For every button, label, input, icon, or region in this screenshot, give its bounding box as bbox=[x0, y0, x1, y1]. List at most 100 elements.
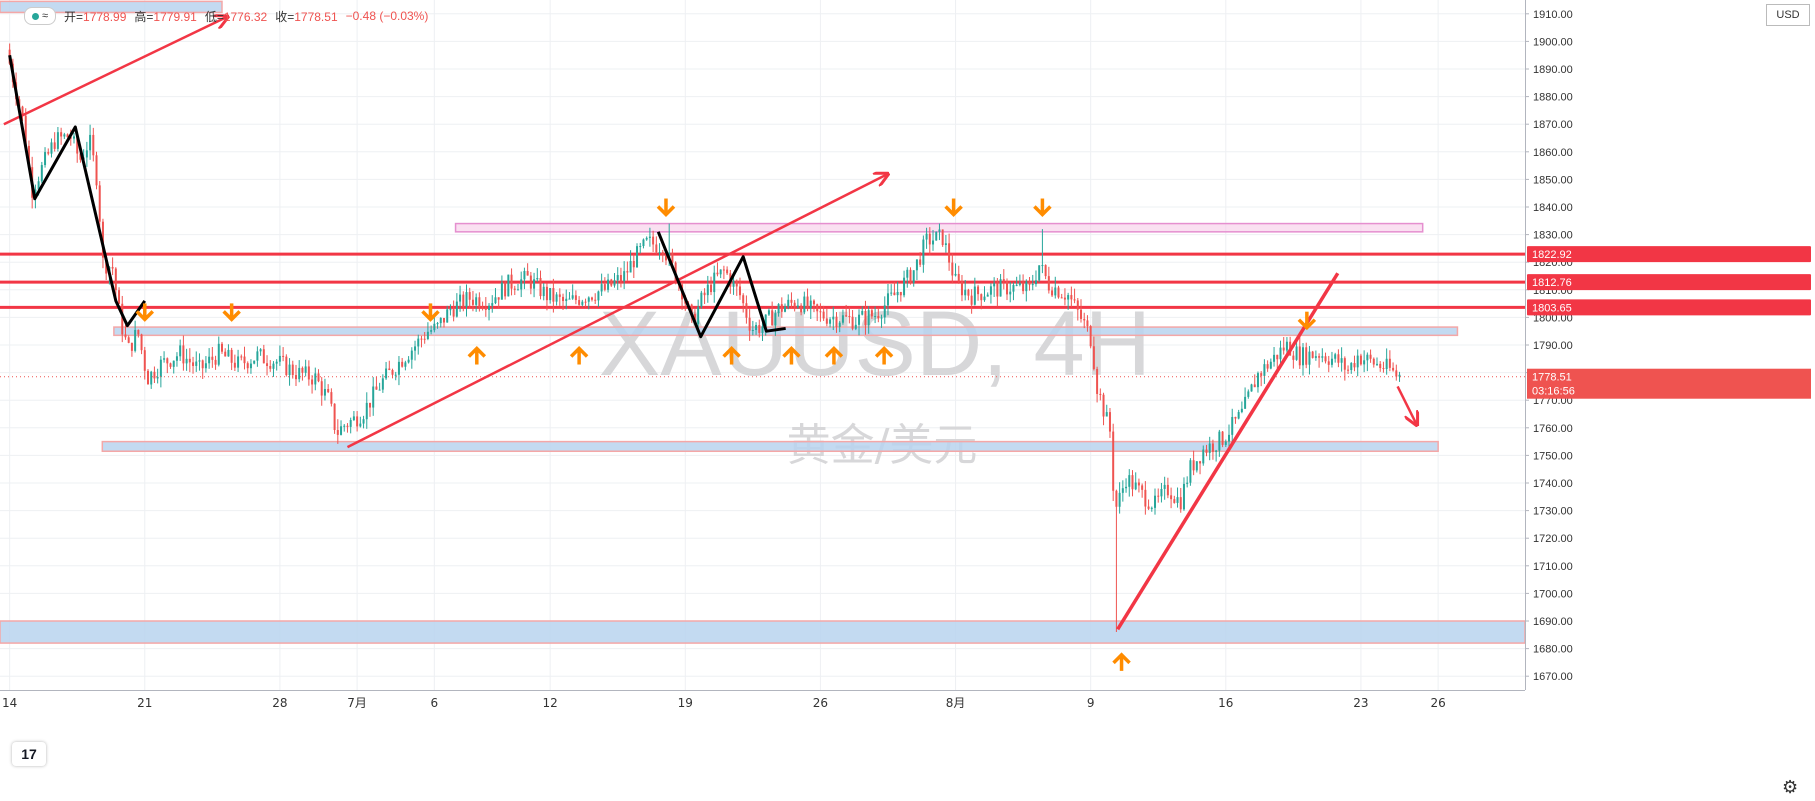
candle-body bbox=[558, 294, 561, 297]
line-price-tag-bg bbox=[1527, 274, 1811, 291]
y-tick-label: 1900.00 bbox=[1533, 36, 1573, 48]
down-arrow-marker bbox=[1033, 205, 1052, 217]
candle-body bbox=[944, 243, 947, 246]
candle-body bbox=[1256, 373, 1259, 388]
support-zone bbox=[0, 0, 223, 14]
candle-body bbox=[574, 295, 577, 301]
candle-body bbox=[716, 272, 719, 275]
candle-body bbox=[1015, 284, 1018, 286]
candle-body bbox=[1250, 384, 1253, 392]
horizontal-price-lines[interactable] bbox=[0, 252, 1525, 309]
candle-body bbox=[838, 322, 841, 327]
candle-body bbox=[410, 350, 413, 360]
candle-body bbox=[1099, 393, 1102, 395]
candle-body bbox=[275, 361, 278, 364]
tradingview-logo[interactable]: 17 bbox=[12, 742, 46, 766]
price-axis[interactable]: 1670.00 1680.00 1690.00 1700.00 1710.00 1720.… bbox=[1525, 0, 1815, 801]
candle-body bbox=[912, 270, 915, 283]
candle-body bbox=[304, 366, 307, 373]
candle-body bbox=[446, 309, 449, 323]
candle-body bbox=[1160, 488, 1163, 497]
candle-body bbox=[201, 360, 204, 369]
candle-body bbox=[195, 361, 198, 366]
candle-body bbox=[533, 279, 536, 289]
line-price-tag-bg bbox=[1527, 299, 1811, 316]
candle-body bbox=[610, 279, 613, 286]
candle-body bbox=[340, 426, 343, 435]
y-tick-label: 1720.00 bbox=[1533, 533, 1573, 545]
candle-body bbox=[1154, 495, 1157, 508]
candle-body bbox=[841, 315, 844, 323]
candle-body bbox=[909, 269, 912, 283]
candle-body bbox=[172, 360, 175, 367]
y-tick-label: 1670.00 bbox=[1533, 671, 1573, 683]
candle-body bbox=[542, 286, 545, 297]
candle-body bbox=[307, 366, 310, 380]
candle-body bbox=[1137, 482, 1140, 486]
settings-gear-icon[interactable]: ⚙ bbox=[1782, 777, 1799, 797]
candle-body bbox=[1366, 354, 1369, 361]
x-tick-label: 7月 bbox=[347, 696, 367, 710]
candle-body bbox=[893, 292, 896, 296]
candle-body bbox=[957, 273, 960, 282]
candle-body bbox=[755, 325, 758, 330]
candle-body bbox=[903, 277, 906, 296]
candle-body bbox=[1060, 297, 1063, 299]
candle-body bbox=[854, 324, 857, 329]
time-axis[interactable]: 14 21 28 7月 6 12 19 26 8月 9 16 23 26 bbox=[0, 690, 1815, 801]
candle-body bbox=[1192, 460, 1195, 471]
eye-icon[interactable]: ≈ bbox=[24, 7, 56, 25]
currency-selector[interactable]: USD bbox=[1766, 4, 1810, 26]
support-zone bbox=[0, 620, 1526, 644]
candle-body bbox=[253, 360, 256, 364]
candle-body bbox=[1144, 489, 1147, 507]
candle-body bbox=[404, 362, 407, 367]
candle-body bbox=[1382, 368, 1385, 370]
y-tick-label: 1700.00 bbox=[1533, 588, 1573, 600]
candle-body bbox=[571, 295, 574, 299]
low-value: 1776.32 bbox=[223, 9, 268, 24]
candle-body bbox=[587, 297, 590, 302]
candle-body bbox=[224, 351, 227, 357]
candle-body bbox=[211, 356, 214, 360]
candle-body bbox=[246, 363, 249, 369]
candle-body bbox=[436, 323, 439, 325]
candle-body bbox=[819, 311, 822, 313]
candle-body bbox=[465, 292, 468, 307]
candle-body bbox=[491, 303, 494, 306]
countdown-tag: 03:16:56 bbox=[1532, 386, 1575, 398]
y-tick-label: 1740.00 bbox=[1533, 478, 1573, 490]
candle-body bbox=[636, 246, 639, 268]
candle-body bbox=[1044, 265, 1047, 277]
x-tick-label: 14 bbox=[2, 696, 17, 710]
up-arrow-marker bbox=[722, 346, 741, 358]
candle-body bbox=[516, 289, 519, 291]
candle-body bbox=[420, 338, 423, 340]
candle-body bbox=[1353, 363, 1356, 368]
candle-body bbox=[510, 274, 513, 289]
candle-body bbox=[796, 305, 799, 308]
candle-body bbox=[989, 286, 992, 295]
candle-body bbox=[481, 307, 484, 309]
low-label: 低= bbox=[204, 9, 224, 24]
candle-body bbox=[317, 373, 320, 382]
candle-body bbox=[925, 233, 928, 240]
candle-body bbox=[66, 134, 69, 138]
candle-body bbox=[294, 375, 297, 380]
candle-body bbox=[330, 392, 333, 404]
candle-body bbox=[153, 371, 156, 379]
zigzag-pattern bbox=[656, 231, 786, 339]
candle-body bbox=[700, 292, 703, 307]
candle-body bbox=[98, 185, 101, 222]
candle-body bbox=[629, 260, 632, 273]
x-tick-label: 28 bbox=[272, 696, 287, 710]
candle-body bbox=[1359, 355, 1362, 365]
candle-body bbox=[53, 142, 56, 149]
candle-body bbox=[536, 277, 539, 280]
drawings-layer[interactable] bbox=[3, 17, 1417, 631]
candle-body bbox=[507, 274, 510, 297]
candle-body bbox=[919, 259, 922, 265]
candle-body bbox=[948, 243, 951, 263]
candle-body bbox=[732, 280, 735, 287]
